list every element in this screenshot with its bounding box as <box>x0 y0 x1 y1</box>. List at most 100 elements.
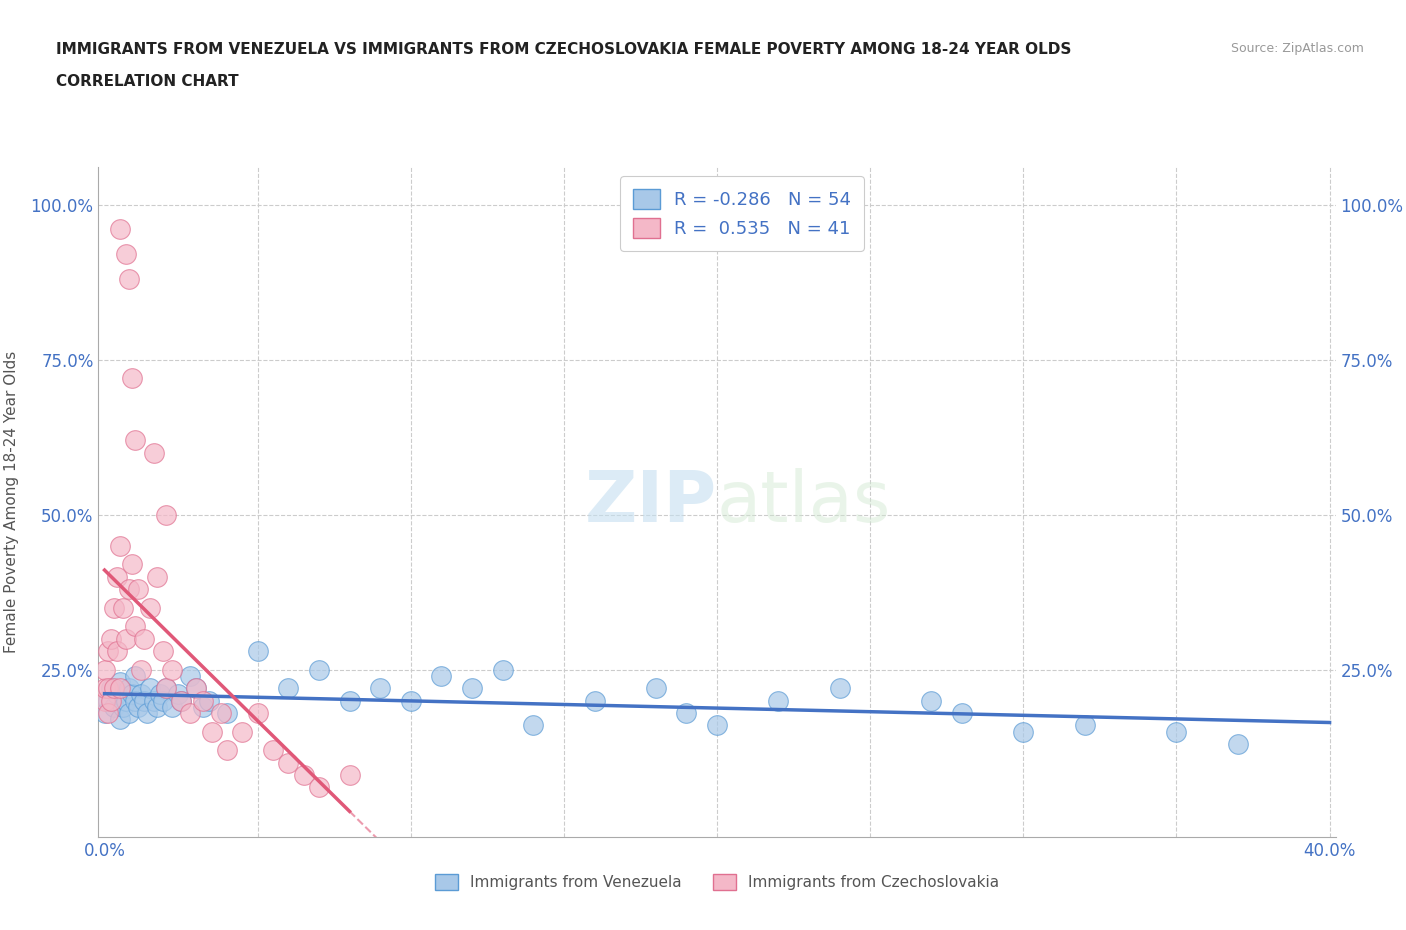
Point <box>103 699 125 714</box>
Point <box>186 681 208 696</box>
Point <box>149 687 172 702</box>
Point <box>179 669 201 684</box>
Point <box>115 246 138 261</box>
Point <box>1073 718 1095 733</box>
Point <box>134 693 156 708</box>
Point <box>461 681 484 696</box>
Point <box>108 538 131 553</box>
Point <box>152 644 174 658</box>
Point <box>118 681 141 696</box>
Point <box>118 272 141 286</box>
Point <box>105 644 128 658</box>
Point <box>152 693 174 708</box>
Point <box>706 718 728 733</box>
Point <box>118 706 141 721</box>
Point <box>339 693 361 708</box>
Point <box>97 644 120 658</box>
Point <box>675 706 697 721</box>
Point <box>124 432 146 447</box>
Point <box>100 631 122 646</box>
Point <box>155 681 177 696</box>
Point <box>231 724 253 739</box>
Point <box>129 662 152 677</box>
Point <box>121 371 143 386</box>
Point <box>430 669 453 684</box>
Point <box>124 693 146 708</box>
Point <box>108 711 131 726</box>
Point <box>292 767 315 782</box>
Point <box>160 699 183 714</box>
Point <box>186 681 208 696</box>
Point <box>121 687 143 702</box>
Point <box>246 706 269 721</box>
Point <box>522 718 544 733</box>
Point <box>121 557 143 572</box>
Point <box>155 507 177 522</box>
Point <box>170 693 193 708</box>
Point <box>100 681 122 696</box>
Point <box>262 743 284 758</box>
Point <box>118 581 141 596</box>
Point <box>139 600 162 615</box>
Point <box>277 755 299 770</box>
Point <box>215 743 238 758</box>
Point <box>197 693 219 708</box>
Point <box>170 693 193 708</box>
Point <box>368 681 391 696</box>
Point <box>583 693 606 708</box>
Text: CORRELATION CHART: CORRELATION CHART <box>56 74 239 89</box>
Point <box>100 693 122 708</box>
Point <box>950 706 973 721</box>
Point <box>1226 737 1249 751</box>
Point <box>160 662 183 677</box>
Point <box>828 681 851 696</box>
Point <box>167 687 190 702</box>
Point <box>191 693 214 708</box>
Point <box>145 699 167 714</box>
Point <box>111 600 134 615</box>
Point <box>111 699 134 714</box>
Point <box>308 780 330 795</box>
Point <box>103 681 125 696</box>
Point <box>145 569 167 584</box>
Point <box>246 644 269 658</box>
Point <box>108 681 131 696</box>
Point <box>97 706 120 721</box>
Point <box>124 618 146 633</box>
Point <box>129 687 152 702</box>
Point <box>103 600 125 615</box>
Text: ZIP: ZIP <box>585 468 717 537</box>
Point <box>1166 724 1188 739</box>
Point <box>768 693 790 708</box>
Point <box>127 581 149 596</box>
Point <box>179 706 201 721</box>
Point <box>93 662 115 677</box>
Point <box>115 693 138 708</box>
Point <box>142 693 165 708</box>
Point <box>136 706 159 721</box>
Point <box>492 662 515 677</box>
Point <box>920 693 942 708</box>
Point <box>191 699 214 714</box>
Point <box>115 631 138 646</box>
Point <box>142 445 165 460</box>
Text: Source: ZipAtlas.com: Source: ZipAtlas.com <box>1230 42 1364 55</box>
Point <box>97 693 120 708</box>
Point <box>644 681 666 696</box>
Legend: Immigrants from Venezuela, Immigrants from Czechoslovakia: Immigrants from Venezuela, Immigrants fr… <box>429 868 1005 897</box>
Point <box>277 681 299 696</box>
Y-axis label: Female Poverty Among 18-24 Year Olds: Female Poverty Among 18-24 Year Olds <box>4 352 20 654</box>
Point <box>93 681 115 696</box>
Point <box>97 681 120 696</box>
Point <box>93 693 115 708</box>
Point <box>105 569 128 584</box>
Point <box>1012 724 1035 739</box>
Point <box>209 706 232 721</box>
Point <box>105 687 128 702</box>
Point <box>339 767 361 782</box>
Point <box>201 724 224 739</box>
Point <box>127 699 149 714</box>
Point <box>93 706 115 721</box>
Point <box>399 693 422 708</box>
Point <box>139 681 162 696</box>
